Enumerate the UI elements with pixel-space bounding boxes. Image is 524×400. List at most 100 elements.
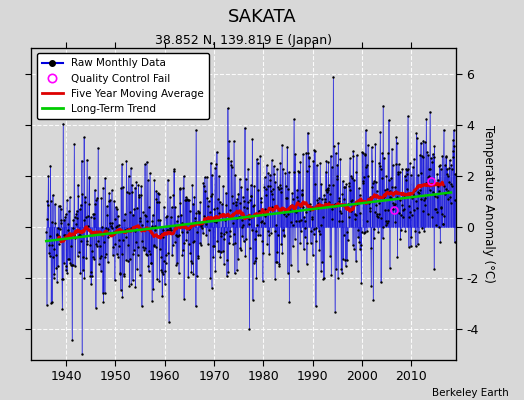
Point [116, 271, 125, 277]
Point [287, 218, 296, 225]
Point [200, 183, 209, 190]
Point [83, 238, 92, 245]
Point [263, 162, 271, 168]
Point [326, 191, 335, 197]
Point [111, 277, 119, 284]
Point [179, 247, 188, 254]
Point [294, 218, 303, 224]
Point [352, 258, 360, 264]
Point [212, 161, 220, 168]
Point [312, 225, 320, 232]
Point [335, 218, 344, 224]
Point [138, 238, 146, 244]
Point [227, 158, 235, 164]
Point [63, 269, 71, 276]
Point [435, 188, 443, 194]
Point [406, 160, 414, 166]
Point [201, 188, 210, 194]
Point [149, 242, 158, 248]
Point [303, 168, 312, 174]
Point [404, 166, 412, 172]
Point [265, 232, 273, 238]
Point [85, 174, 94, 180]
Point [132, 239, 140, 245]
Point [184, 274, 192, 280]
Point [76, 232, 84, 238]
Point [378, 174, 386, 181]
Point [263, 241, 271, 247]
Point [384, 207, 392, 213]
Point [46, 162, 54, 169]
Point [200, 213, 208, 219]
Point [323, 187, 332, 193]
Point [282, 195, 290, 202]
Point [193, 229, 201, 236]
Point [368, 180, 377, 187]
Point [143, 158, 151, 165]
Point [412, 134, 421, 141]
Point [330, 202, 339, 209]
Point [219, 182, 227, 189]
Point [128, 188, 136, 195]
Point [53, 262, 62, 269]
Point [110, 228, 118, 235]
Point [282, 195, 291, 201]
Point [340, 196, 348, 202]
Point [233, 196, 242, 203]
Point [402, 165, 410, 172]
Point [409, 190, 417, 197]
Point [348, 175, 356, 181]
Point [366, 194, 374, 200]
Point [62, 262, 71, 269]
Point [114, 213, 122, 220]
Point [235, 214, 243, 220]
Point [108, 225, 116, 231]
Point [118, 237, 127, 244]
Point [351, 216, 359, 222]
Point [86, 273, 94, 279]
Point [355, 185, 363, 191]
Point [61, 214, 69, 220]
Point [183, 195, 191, 202]
Point [111, 241, 119, 247]
Point [403, 171, 411, 177]
Point [451, 171, 460, 177]
Point [372, 179, 380, 186]
Point [382, 173, 390, 179]
Point [70, 232, 78, 238]
Point [418, 208, 427, 214]
Point [152, 276, 161, 282]
Point [158, 226, 167, 233]
Point [442, 153, 451, 159]
Point [443, 171, 451, 177]
Point [319, 213, 327, 220]
Point [345, 180, 354, 186]
Point [93, 243, 101, 249]
Point [236, 244, 245, 251]
Point [163, 176, 172, 183]
Point [105, 198, 113, 204]
Point [72, 211, 81, 217]
Point [176, 185, 184, 192]
Point [377, 279, 385, 286]
Point [291, 151, 299, 157]
Point [449, 148, 457, 154]
Point [92, 241, 100, 247]
Point [189, 238, 197, 245]
Point [396, 236, 405, 242]
Point [50, 271, 59, 277]
Point [72, 208, 81, 214]
Point [221, 216, 230, 223]
Point [323, 186, 331, 192]
Point [403, 166, 411, 173]
Point [171, 232, 180, 238]
Point [139, 247, 148, 253]
Point [137, 183, 146, 190]
Point [284, 186, 292, 192]
Point [379, 224, 388, 230]
Point [180, 295, 188, 302]
Point [315, 231, 324, 237]
Point [121, 211, 129, 217]
Point [258, 278, 267, 284]
Point [376, 165, 385, 172]
